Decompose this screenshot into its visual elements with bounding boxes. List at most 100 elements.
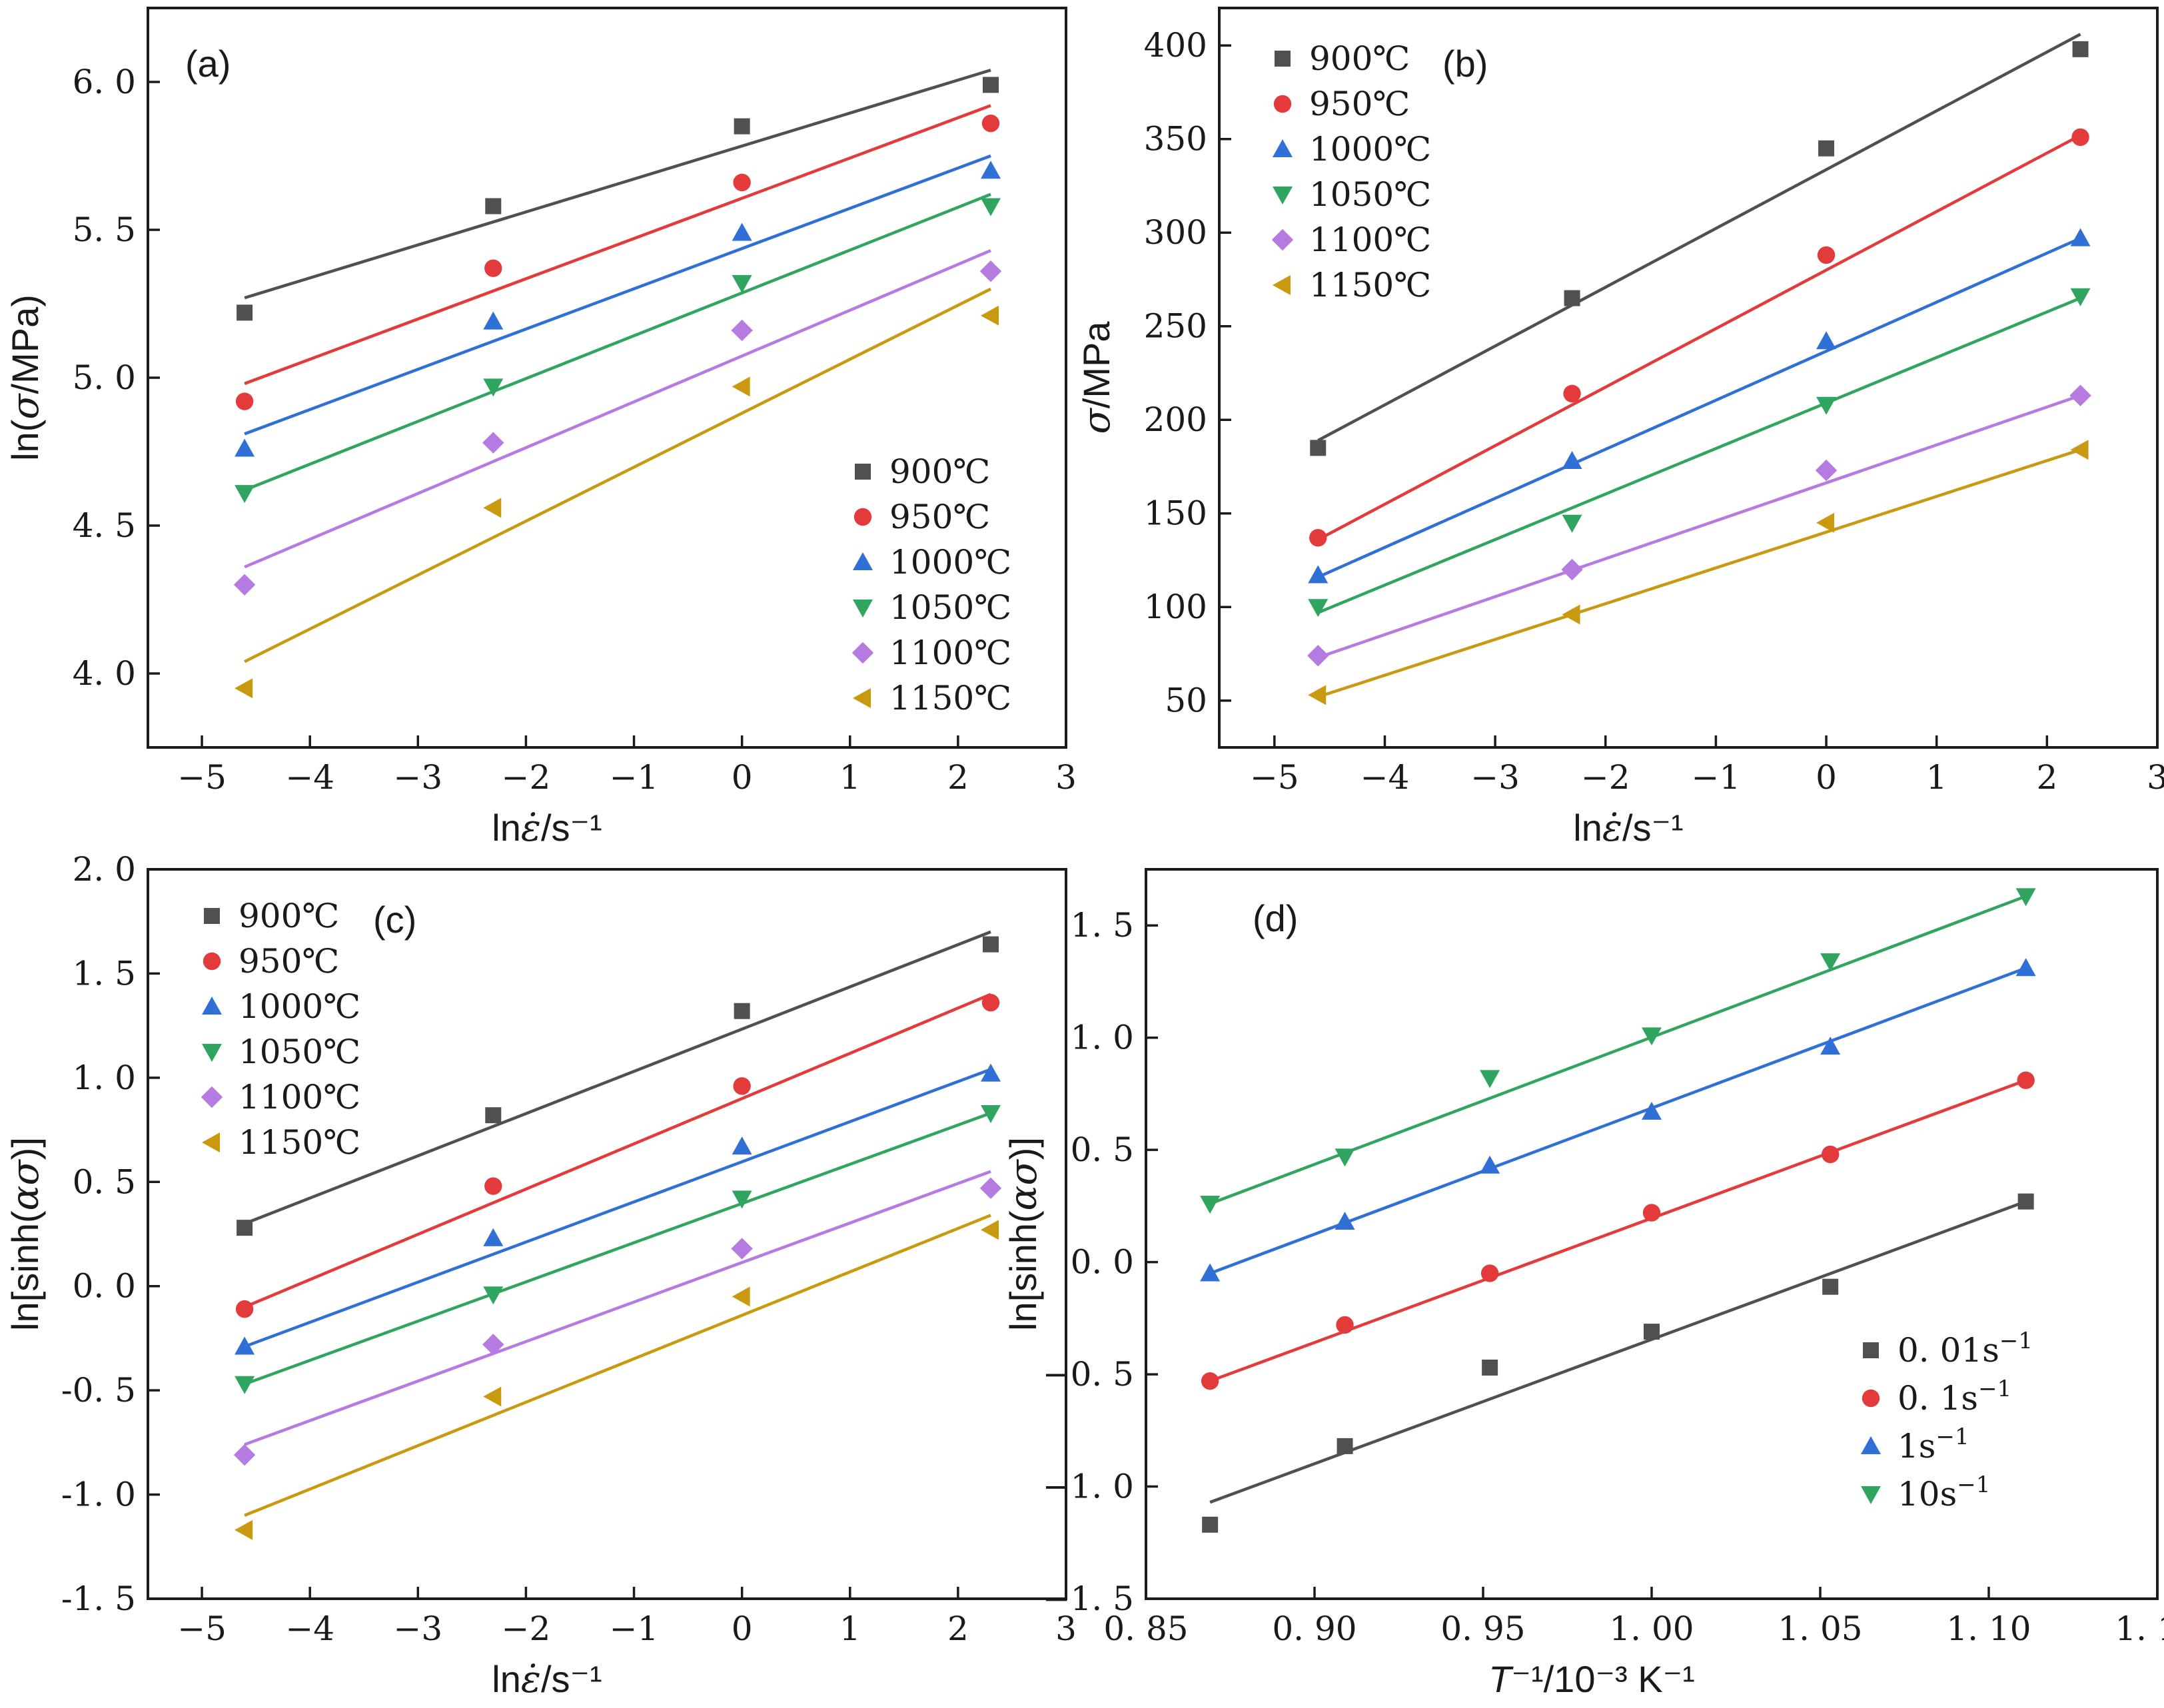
x-tick-label: 0. 95 bbox=[1440, 1609, 1525, 1648]
fit-line bbox=[244, 193, 991, 492]
x-tick-label: 0 bbox=[732, 758, 753, 797]
y-tick-label: 1. 5 bbox=[73, 954, 136, 993]
x-tick-label: 1 bbox=[1926, 758, 1947, 797]
legend-marker bbox=[1861, 1436, 1881, 1454]
data-point bbox=[483, 1228, 504, 1246]
data-point bbox=[2072, 41, 2089, 57]
legend-label: 900℃ bbox=[239, 897, 339, 935]
legend-label: 950℃ bbox=[889, 498, 990, 536]
data-point bbox=[485, 1107, 502, 1124]
data-point bbox=[233, 574, 256, 596]
legend-marker bbox=[1273, 95, 1292, 113]
series-group bbox=[1201, 1071, 2035, 1390]
data-point bbox=[1816, 512, 1835, 533]
x-tick-label: 1. 10 bbox=[1946, 1609, 2031, 1648]
x-tick-label: 1. 05 bbox=[1778, 1609, 1862, 1648]
legend-label: 1000℃ bbox=[889, 543, 1011, 582]
x-tick-label: −4 bbox=[285, 758, 334, 797]
data-point bbox=[482, 432, 504, 454]
data-point bbox=[235, 438, 255, 457]
data-point bbox=[1335, 1211, 1355, 1230]
series-group bbox=[235, 104, 1000, 410]
data-point bbox=[233, 1444, 256, 1466]
y-tick-label: 4. 0 bbox=[73, 654, 136, 693]
legend-label: 950℃ bbox=[1309, 85, 1410, 123]
x-tick-label: 1. 00 bbox=[1609, 1609, 1694, 1648]
fit-line bbox=[244, 154, 991, 436]
data-point bbox=[1817, 246, 1836, 264]
legend-marker bbox=[204, 908, 220, 924]
legend-marker bbox=[202, 997, 222, 1015]
data-point bbox=[2071, 128, 2089, 147]
legend-label: 0. 01s−1 bbox=[1897, 1328, 2033, 1370]
data-point bbox=[983, 936, 999, 953]
data-point bbox=[979, 1177, 1002, 1199]
x-axis-title: lnε̇/s⁻¹ bbox=[492, 807, 602, 850]
x-tick-label: −5 bbox=[177, 758, 227, 797]
data-point bbox=[1336, 1316, 1354, 1334]
x-tick-label: 2 bbox=[947, 1609, 969, 1648]
data-point bbox=[484, 259, 502, 277]
y-tick-label: 0. 0 bbox=[1071, 1243, 1134, 1282]
data-point bbox=[2069, 384, 2091, 406]
y-tick-label: 0. 5 bbox=[1071, 1130, 1134, 1169]
data-point bbox=[1564, 290, 1580, 306]
data-point bbox=[1644, 1324, 1660, 1340]
plot-frame bbox=[1145, 868, 2159, 1600]
x-tick-label: −2 bbox=[502, 1609, 551, 1648]
panel-label: (d) bbox=[1253, 897, 1298, 939]
data-point bbox=[981, 1105, 1001, 1124]
fit-line bbox=[244, 69, 991, 300]
y-tick-label: 0. 0 bbox=[73, 1267, 136, 1306]
data-point bbox=[1309, 529, 1327, 547]
fit-line bbox=[244, 1170, 991, 1446]
fit-line bbox=[244, 104, 991, 385]
x-axis-title: T⁻¹/10⁻³ K⁻¹ bbox=[1488, 1658, 1695, 1700]
y-tick-label: 150 bbox=[1144, 494, 1207, 533]
data-point bbox=[1200, 1196, 1221, 1214]
x-tick-label: −1 bbox=[1692, 758, 1741, 797]
series-group bbox=[1308, 288, 2091, 618]
series-group bbox=[235, 1063, 1001, 1355]
data-point bbox=[2070, 288, 2091, 306]
x-tick-label: −2 bbox=[1581, 758, 1630, 797]
y-tick-label: -1. 0 bbox=[61, 1476, 136, 1514]
data-point bbox=[733, 173, 751, 192]
data-point bbox=[483, 378, 504, 397]
data-point bbox=[981, 994, 1000, 1012]
y-tick-label: 1. 5 bbox=[1071, 906, 1134, 945]
x-axis-title: lnε̇/s⁻¹ bbox=[1573, 807, 1683, 850]
y-tick-label: 1. 0 bbox=[1071, 1019, 1134, 1057]
legend-marker bbox=[1863, 1342, 1879, 1358]
y-axis-title: ln[sinh(ασ)] bbox=[4, 1137, 47, 1331]
data-point bbox=[237, 1220, 253, 1236]
series-group bbox=[1308, 228, 2091, 584]
data-point bbox=[981, 305, 999, 326]
data-point bbox=[981, 161, 1001, 179]
data-point bbox=[483, 311, 504, 330]
fit-line bbox=[244, 249, 991, 569]
x-tick-label: 0. 90 bbox=[1272, 1609, 1356, 1648]
data-point bbox=[1480, 1155, 1500, 1174]
x-tick-label: 3 bbox=[2147, 758, 2164, 797]
data-point bbox=[734, 118, 750, 135]
series-group bbox=[235, 154, 1001, 457]
data-point bbox=[483, 498, 502, 518]
fit-line bbox=[244, 993, 991, 1309]
data-point bbox=[1482, 1359, 1498, 1376]
series-group bbox=[235, 993, 1000, 1318]
y-tick-label: 2. 0 bbox=[73, 850, 136, 889]
y-tick-label: 400 bbox=[1144, 26, 1207, 65]
data-point bbox=[1820, 953, 1841, 972]
legend-label: 1s−1 bbox=[1897, 1424, 1969, 1466]
panel-b: −5 −4 −3 −2 −1 0 1 2 350100150200250300350400lnε… bbox=[1075, 7, 2164, 850]
series-group bbox=[235, 1214, 999, 1540]
legend-label: 1150℃ bbox=[1309, 266, 1431, 304]
data-point bbox=[1308, 685, 1327, 705]
fit-line bbox=[1317, 236, 2081, 579]
legend: 900℃ 950℃ 1000℃ 1050℃ 1100℃ 1150℃ bbox=[201, 897, 360, 1162]
series-group bbox=[235, 1105, 1001, 1394]
data-point bbox=[1308, 599, 1329, 618]
x-tick-label: 2 bbox=[947, 758, 969, 797]
